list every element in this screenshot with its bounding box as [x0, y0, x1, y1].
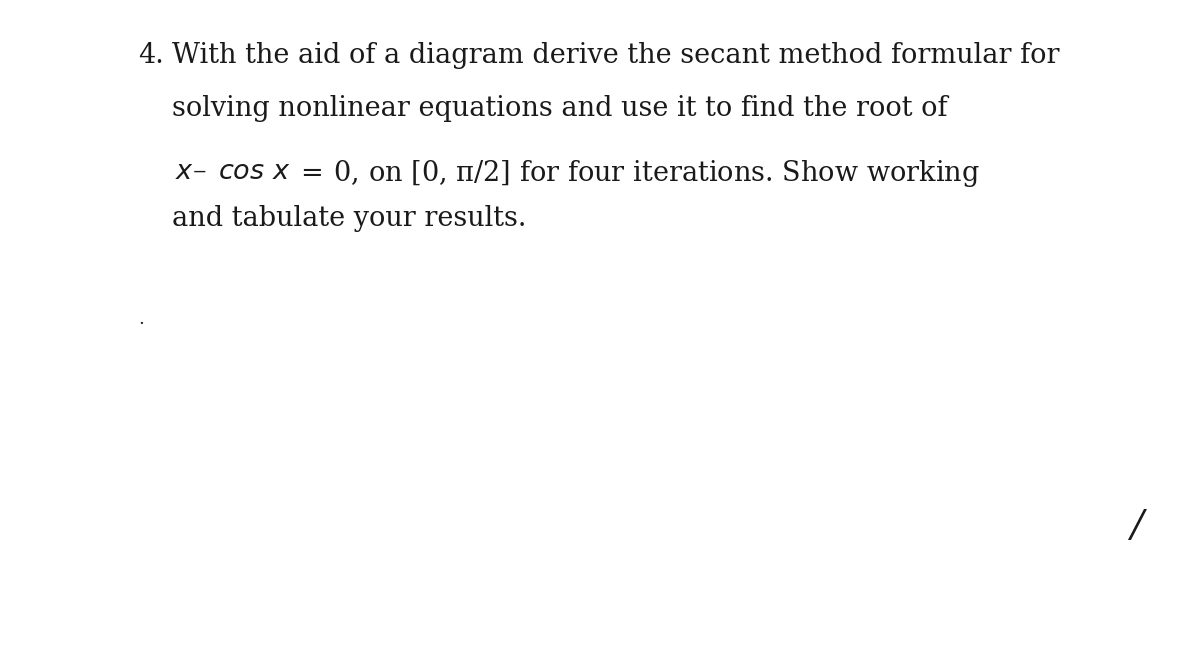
Text: .: .: [138, 310, 144, 328]
Text: –: –: [193, 158, 206, 185]
Text: 4.: 4.: [138, 42, 163, 69]
Text: With the aid of a diagram derive the secant method formular for: With the aid of a diagram derive the sec…: [172, 42, 1060, 69]
Text: $\it{cos}\ \it{x}$: $\it{cos}\ \it{x}$: [218, 158, 290, 185]
Text: $\it{x}$: $\it{x}$: [175, 158, 194, 185]
Text: solving nonlinear equations and use it to find the root of: solving nonlinear equations and use it t…: [172, 95, 948, 122]
Text: $=$ 0, on [0, π/2] for four iterations. Show working: $=$ 0, on [0, π/2] for four iterations. …: [295, 158, 979, 189]
Text: and tabulate your results.: and tabulate your results.: [172, 205, 527, 232]
Text: /: /: [1130, 508, 1142, 544]
